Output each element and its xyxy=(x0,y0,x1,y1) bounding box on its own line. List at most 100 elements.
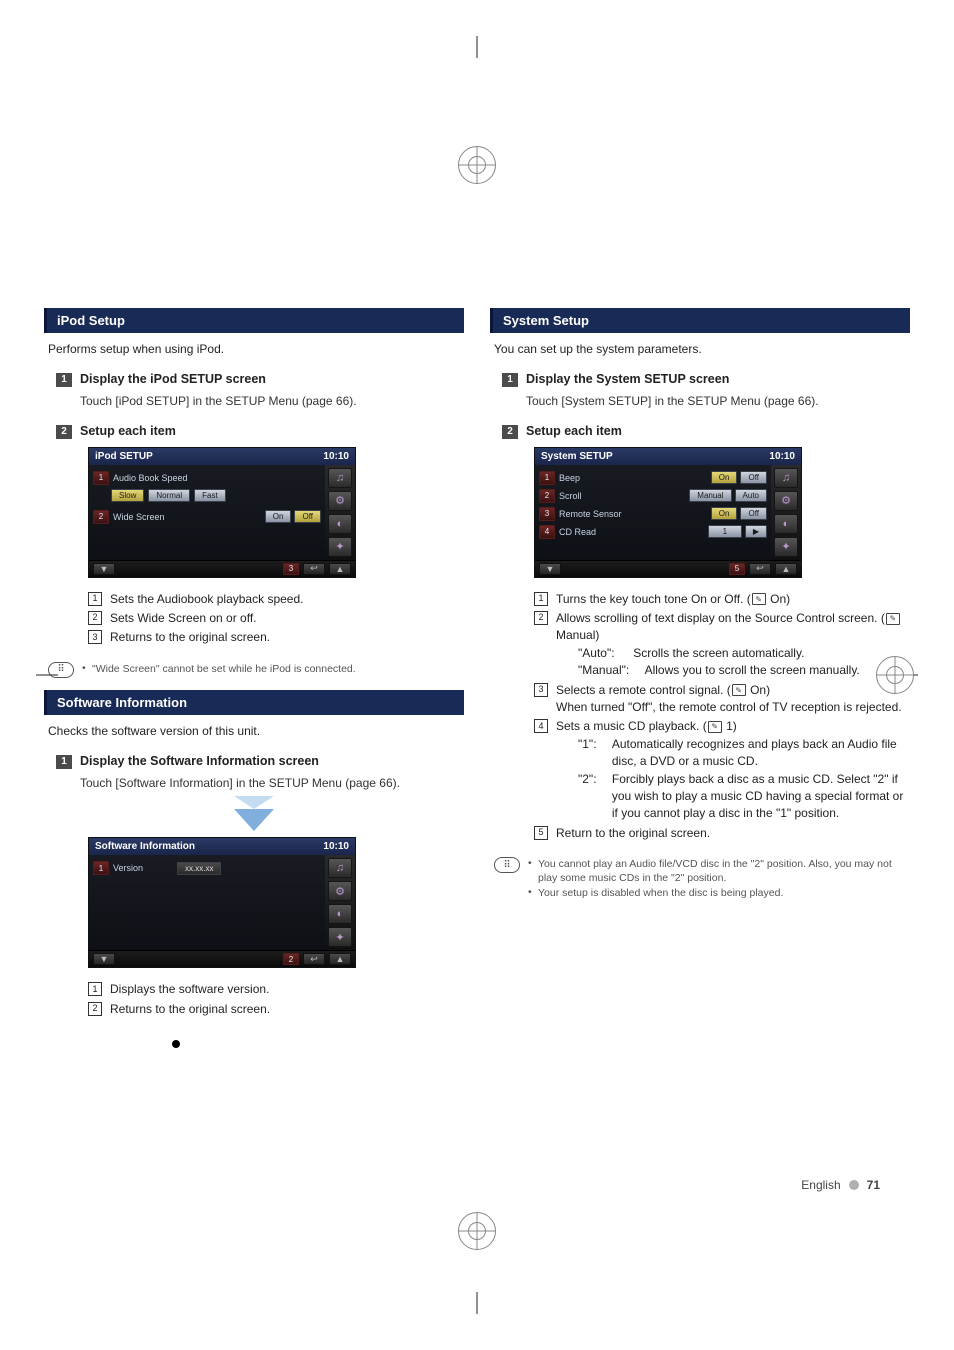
soft-step-1: 1 Display the Software Information scree… xyxy=(44,750,464,771)
scroll-down-icon[interactable]: ▼ xyxy=(93,953,115,965)
ref-2: 2 xyxy=(88,1002,102,1016)
side-icon[interactable]: ⚙ xyxy=(328,491,352,511)
step-title: Display the Software Information screen xyxy=(80,754,319,768)
ipod-step-2: 2 Setup each item xyxy=(44,420,464,441)
note-text: "Wide Screen" cannot be set while he iPo… xyxy=(82,662,356,677)
note-text: Your setup is disabled when the disc is … xyxy=(528,886,906,901)
side-icon[interactable]: ♫ xyxy=(774,468,798,488)
fast-button[interactable]: Fast xyxy=(194,489,226,502)
registration-mark-icon xyxy=(876,656,914,694)
off-button[interactable]: Off xyxy=(740,507,767,520)
software-info-header: Software Information xyxy=(44,690,464,715)
screenshot-title: Software Information xyxy=(95,841,195,852)
callout-4: 4 xyxy=(539,525,555,539)
row-label: Scroll xyxy=(559,491,582,501)
auto-button[interactable]: Auto xyxy=(735,489,767,502)
callout-2: 2 xyxy=(93,510,109,524)
row-label: CD Read xyxy=(559,527,596,537)
return-icon[interactable]: ↩ xyxy=(749,563,771,575)
ref-1: 1 xyxy=(88,982,102,996)
default-icon: ✎ xyxy=(708,721,722,733)
on-button[interactable]: On xyxy=(711,507,738,520)
scroll-up-icon[interactable]: ▲ xyxy=(329,563,351,575)
registration-mark-icon xyxy=(458,1212,496,1250)
callout-2: 2 xyxy=(539,489,555,503)
screenshot-clock: 10:10 xyxy=(769,451,795,462)
side-icon[interactable]: ◐ xyxy=(328,904,352,924)
step-body: Touch [System SETUP] in the SETUP Menu (… xyxy=(490,389,910,420)
software-info-intro: Checks the software version of this unit… xyxy=(44,715,464,750)
row-label: Audio Book Speed xyxy=(113,473,188,483)
ref-5: 5 xyxy=(534,826,548,840)
on-button[interactable]: On xyxy=(711,471,738,484)
software-info-screenshot: Software Information 10:10 1 Version xx.… xyxy=(88,837,356,968)
scroll-up-icon[interactable]: ▲ xyxy=(329,953,351,965)
side-icon[interactable]: ◐ xyxy=(774,514,798,534)
side-icon[interactable]: ◐ xyxy=(328,514,352,534)
ipod-step-1: 1 Display the iPod SETUP screen xyxy=(44,368,464,389)
row-label: Remote Sensor xyxy=(559,509,622,519)
ipod-setup-intro: Performs setup when using iPod. xyxy=(44,333,464,368)
callout-3: 3 xyxy=(539,507,555,521)
note-icon: ⠿ xyxy=(494,857,520,873)
default-icon: ✎ xyxy=(732,684,746,696)
return-icon[interactable]: ↩ xyxy=(303,563,325,575)
step-badge: 2 xyxy=(56,425,72,439)
callout-1: 1 xyxy=(539,471,555,485)
desc-text: Returns to the original screen. xyxy=(110,629,460,646)
side-icon[interactable]: ⚙ xyxy=(774,491,798,511)
step-title: Setup each item xyxy=(80,424,176,438)
footer-language: English xyxy=(801,1178,840,1192)
sys-step-1: 1 Display the System SETUP screen xyxy=(490,368,910,389)
ipod-setup-screenshot: iPod SETUP 10:10 1 Audio Book Speed Slow… xyxy=(88,447,356,578)
desc-text: Return to the original screen. xyxy=(556,825,906,842)
callout-1: 1 xyxy=(93,861,109,875)
on-button[interactable]: On xyxy=(265,510,292,523)
system-setup-intro: You can set up the system parameters. xyxy=(490,333,910,368)
note-text: You cannot play an Audio file/VCD disc i… xyxy=(528,857,906,886)
default-icon: ✎ xyxy=(886,613,900,625)
callout-3: 3 xyxy=(283,563,299,575)
side-icon[interactable]: ✦ xyxy=(328,927,352,947)
scroll-down-icon[interactable]: ▼ xyxy=(93,563,115,575)
cdread-next-button[interactable]: ▶ xyxy=(745,525,767,538)
page-number: 71 xyxy=(867,1178,880,1192)
system-setup-header: System Setup xyxy=(490,308,910,333)
screenshot-title: System SETUP xyxy=(541,451,613,462)
ref-3: 3 xyxy=(534,683,548,697)
slow-button[interactable]: Slow xyxy=(111,489,144,502)
side-icon[interactable]: ✦ xyxy=(774,537,798,557)
step-badge: 2 xyxy=(502,425,518,439)
scroll-up-icon[interactable]: ▲ xyxy=(775,563,797,575)
desc-text: Sets the Audiobook playback speed. xyxy=(110,591,460,608)
trim-dot-icon xyxy=(172,1040,180,1048)
ref-2: 2 xyxy=(88,611,102,625)
off-button[interactable]: Off xyxy=(740,471,767,484)
desc-text: Turns the key touch tone On or Off. (✎ O… xyxy=(556,591,906,608)
desc-text: Allows scrolling of text display on the … xyxy=(556,610,906,680)
desc-text: Returns to the original screen. xyxy=(110,1001,460,1018)
ref-4: 4 xyxy=(534,719,548,733)
row-label: Version xyxy=(113,863,143,873)
step-badge: 1 xyxy=(56,755,72,769)
side-icon[interactable]: ♫ xyxy=(328,468,352,488)
normal-button[interactable]: Normal xyxy=(148,489,190,502)
screenshot-clock: 10:10 xyxy=(323,451,349,462)
side-icon[interactable]: ✦ xyxy=(328,537,352,557)
default-icon: ✎ xyxy=(752,593,766,605)
return-icon[interactable]: ↩ xyxy=(303,953,325,965)
cdread-1-button[interactable]: 1 xyxy=(708,525,742,538)
off-button[interactable]: Off xyxy=(294,510,321,523)
step-badge: 1 xyxy=(56,373,72,387)
sys-step-2: 2 Setup each item xyxy=(490,420,910,441)
desc-text: Selects a remote control signal. (✎ On) … xyxy=(556,682,906,717)
system-setup-screenshot: System SETUP 10:10 1 Beep OnOff 2 Scroll xyxy=(534,447,802,578)
manual-button[interactable]: Manual xyxy=(689,489,731,502)
registration-mark-icon xyxy=(458,146,496,184)
screenshot-clock: 10:10 xyxy=(323,841,349,852)
ref-1: 1 xyxy=(88,592,102,606)
scroll-down-icon[interactable]: ▼ xyxy=(539,563,561,575)
side-icon[interactable]: ♫ xyxy=(328,858,352,878)
desc-text: Displays the software version. xyxy=(110,981,460,998)
side-icon[interactable]: ⚙ xyxy=(328,881,352,901)
